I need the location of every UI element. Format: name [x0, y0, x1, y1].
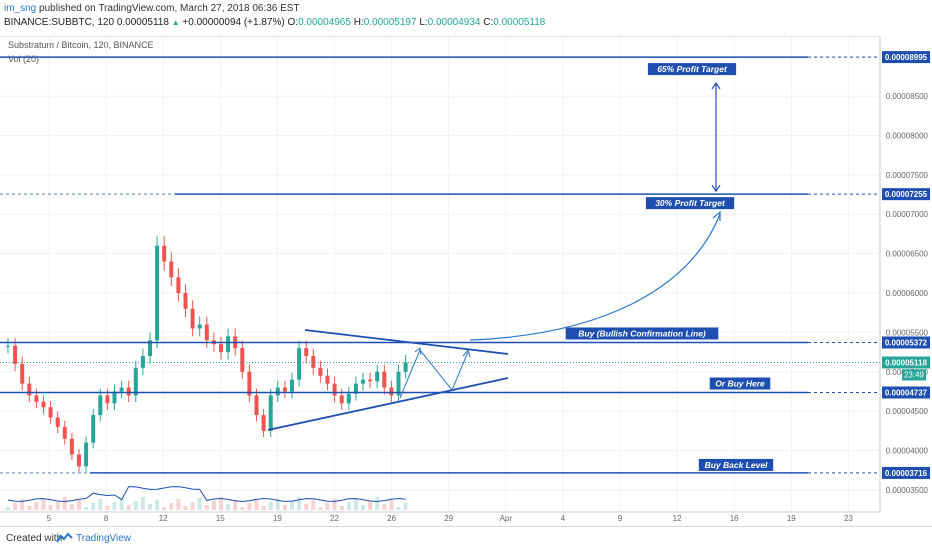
- price-level-tag-text: 0.00004737: [885, 389, 928, 398]
- countdown-tag-text: 23:49: [904, 370, 925, 379]
- x-tick-label: 22: [330, 514, 339, 523]
- high-label: H:: [353, 17, 364, 28]
- published-text: published on TradingView.com, March 27, …: [39, 3, 300, 14]
- y-tick-label: 0.00008000: [886, 131, 929, 140]
- price-axis: 0.00009000 0.00008500 0.00008000 0.00007500…: [879, 37, 932, 512]
- x-tick-label: Apr: [500, 514, 513, 523]
- x-tick-label: 16: [730, 514, 739, 523]
- low-value: 0.00004934: [427, 17, 481, 28]
- y-tick-label: 0.00007000: [886, 210, 929, 219]
- price-level-tag-text: 0.00003716: [885, 469, 928, 478]
- chart-frame[interactable]: [0, 36, 880, 513]
- footer-bar: Created with TradingView: [0, 526, 932, 551]
- last-price: 0.00005118: [116, 17, 169, 28]
- countdown-tag: [902, 369, 926, 381]
- x-tick-label: 15: [216, 514, 225, 523]
- y-tick-label: 0.00008500: [886, 92, 929, 101]
- close-label: C:: [483, 17, 494, 28]
- low-label: L:: [419, 17, 428, 28]
- price-level-tag: [882, 336, 930, 349]
- y-tick-label: 0.00006500: [886, 250, 929, 259]
- price-level-tag: [882, 188, 930, 201]
- price-level-tag-text: 0.00008995: [885, 53, 928, 62]
- created-with-text: Created with: [6, 533, 63, 544]
- x-tick-label: 8: [104, 514, 109, 523]
- x-tick-label: 19: [273, 514, 282, 523]
- symbol-interval: BINANCE:SUBBTC, 120: [4, 17, 115, 28]
- y-tick-label: 0.00005000: [886, 368, 929, 377]
- current-price-tag-text: 0.00005118: [885, 358, 927, 367]
- volume-indicator-label[interactable]: Vol (20): [8, 54, 40, 64]
- open-value: 0.00004965: [298, 17, 351, 28]
- tradingview-brand[interactable]: TradingView: [76, 533, 132, 544]
- y-tick-label: 0.00007500: [886, 171, 929, 180]
- x-tick-label: 5: [47, 514, 52, 523]
- tradingview-cloud-icon[interactable]: [54, 531, 74, 545]
- price-axis-panel: [880, 37, 932, 512]
- chart-symbol-title: Substratum / Bitcoin, 120, BINANCE: [8, 40, 154, 50]
- y-tick-label: 0.00004000: [886, 447, 929, 456]
- y-tick-label: 0.00003500: [886, 486, 929, 495]
- price-change: +0.00000094 (+1.87%): [182, 17, 285, 28]
- y-tick-label: 0.00009000: [886, 53, 929, 62]
- y-tick-label: 0.00005500: [886, 328, 929, 337]
- ohlc-line: BINANCE:SUBBTC, 120 0.00005118 ▲ +0.0000…: [4, 17, 545, 28]
- high-value: 0.00005197: [363, 17, 417, 28]
- publisher-line: im_sng published on TradingView.com, Mar…: [4, 3, 300, 14]
- x-tick-label: 26: [387, 514, 396, 523]
- x-tick-label: 12: [673, 514, 682, 523]
- published-header: im_sng published on TradingView.com, Mar…: [0, 0, 932, 32]
- price-level-tag-text: 0.00005372: [885, 338, 928, 347]
- change-up-icon: ▲: [171, 18, 180, 27]
- price-level-tag: [882, 51, 930, 64]
- x-tick-label: 19: [787, 514, 796, 523]
- price-level-tag-text: 0.00007255: [885, 190, 928, 199]
- current-price-tag: [882, 356, 930, 369]
- open-label: O:: [287, 17, 299, 28]
- x-tick-label: 9: [618, 514, 623, 523]
- price-level-tag: [882, 466, 930, 479]
- time-axis: 5 8 12 15 19 22 26 29 Apr 4 9 12 16 19 23: [0, 511, 880, 523]
- price-level-tag: [882, 386, 930, 399]
- y-tick-label: 0.00004500: [886, 407, 929, 416]
- author-username[interactable]: im_sng: [4, 3, 37, 14]
- x-tick-label: 12: [159, 514, 168, 523]
- x-tick-label: 29: [444, 514, 453, 523]
- y-tick-label: 0.00006000: [886, 289, 929, 298]
- close-value: 0.00005118: [493, 17, 546, 28]
- x-tick-label: 23: [844, 514, 853, 523]
- x-tick-label: 4: [561, 514, 566, 523]
